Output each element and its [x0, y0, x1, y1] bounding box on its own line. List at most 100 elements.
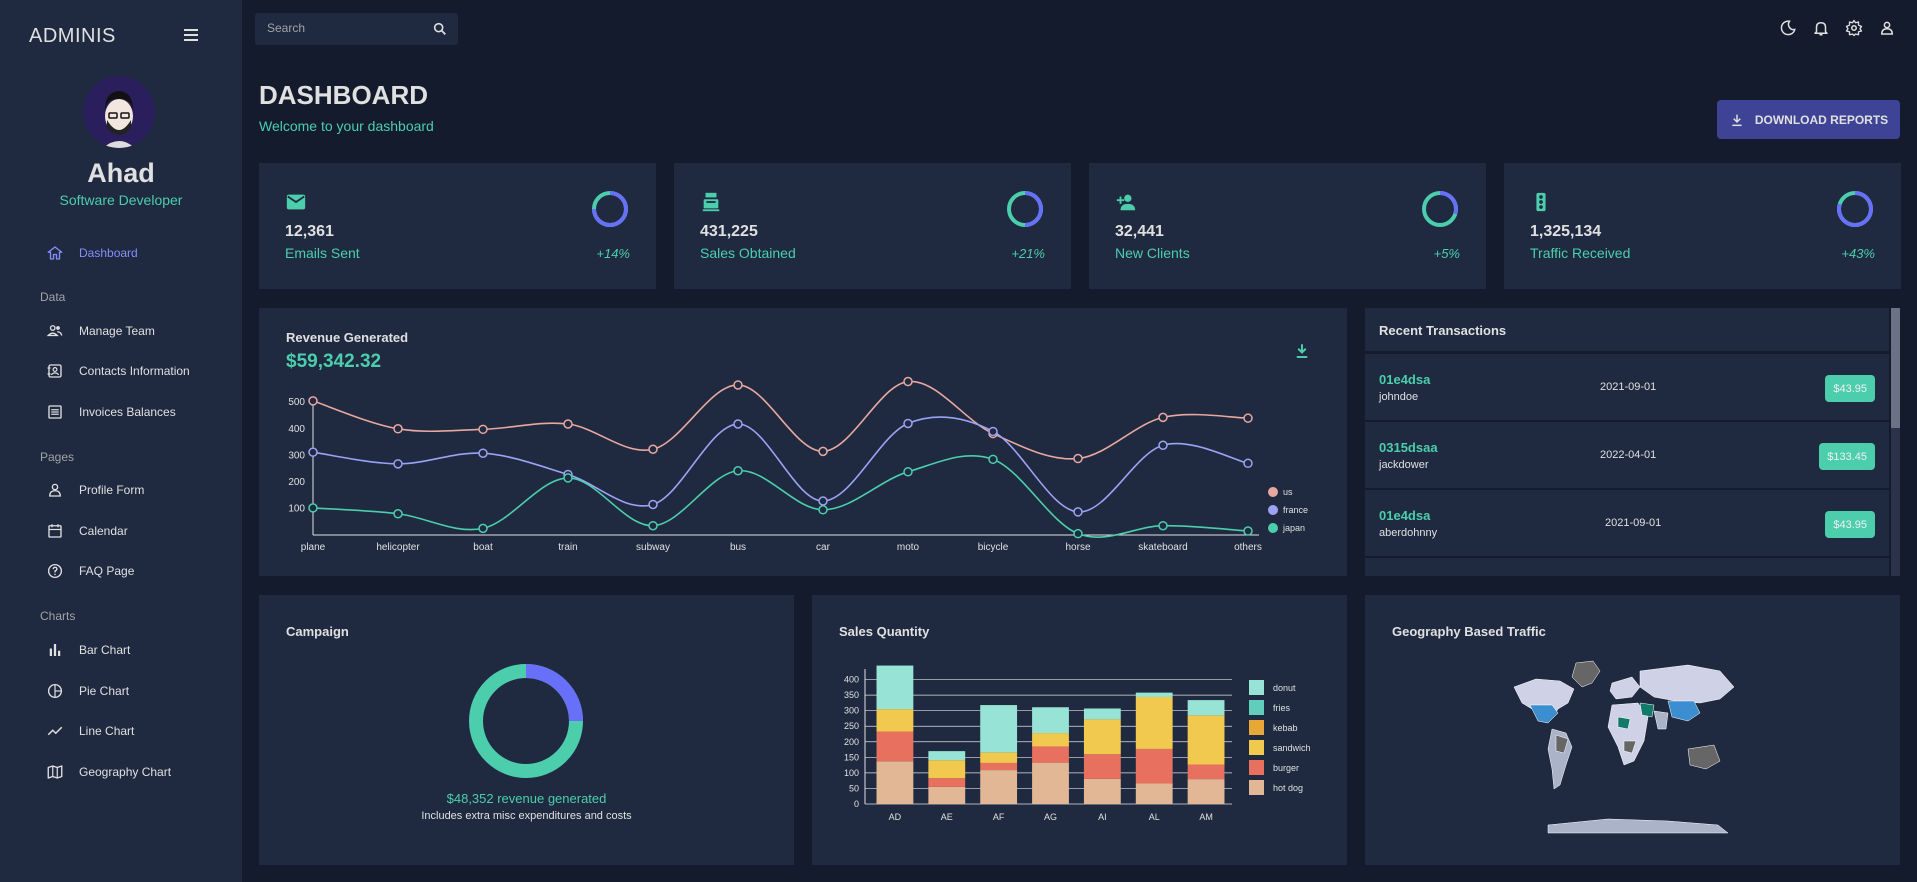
- search-icon[interactable]: [432, 21, 448, 37]
- data-point: [478, 424, 488, 435]
- x-tick-label: moto: [897, 542, 920, 553]
- download-reports-label: DOWNLOAD REPORTS: [1754, 112, 1889, 127]
- sidebar-item-label: FAQ Page: [79, 564, 135, 578]
- sidebar-item-dashboard[interactable]: Dashboard: [46, 241, 138, 265]
- campaign-title: Campaign: [286, 624, 349, 639]
- sidebar-item-line-chart[interactable]: Line Chart: [46, 719, 134, 743]
- bar-segment-hot-dog: [928, 786, 966, 804]
- data-point: [733, 465, 743, 476]
- bar-segment-sandwich: [1083, 719, 1121, 755]
- sidebar-item-bar-chart[interactable]: Bar Chart: [46, 638, 130, 662]
- search-input[interactable]: [267, 21, 417, 35]
- x-tick-label: AE: [941, 812, 953, 822]
- stat-value: 1,325,134: [1530, 223, 1602, 240]
- map-region-southern-africa: [1623, 740, 1637, 754]
- sidebar-item-geography[interactable]: Geography Chart: [46, 760, 171, 784]
- contacts-icon: [47, 364, 62, 378]
- progress-ring: [1007, 191, 1043, 227]
- bar-segment-sandwich: [876, 709, 914, 732]
- x-tick-label: subway: [636, 542, 670, 553]
- sidebar-item-pie-chart[interactable]: Pie Chart: [46, 679, 129, 703]
- settings-icon[interactable]: [1845, 19, 1863, 37]
- progress-ring-fill: [1837, 191, 1873, 227]
- y-tick-label: 400: [844, 675, 859, 685]
- download-icon: [1732, 114, 1742, 126]
- bar-segment-sandwich: [1032, 733, 1069, 747]
- transaction-id: 01e4dsa: [1379, 372, 1431, 387]
- transaction-date: 2022-04-01: [1600, 449, 1657, 461]
- scrollbar-thumb[interactable]: [1891, 308, 1900, 428]
- data-point: [1158, 440, 1168, 451]
- map-region-greenland: [1571, 660, 1601, 688]
- sidebar-item-invoices[interactable]: Invoices Balances: [46, 400, 176, 424]
- x-tick-label: skateboard: [1138, 542, 1187, 553]
- data-point: [1158, 412, 1168, 423]
- series-line-us: [312, 380, 1249, 460]
- data-point: [563, 473, 573, 483]
- scrollbar[interactable]: [1891, 308, 1900, 576]
- sidebar-item-faq[interactable]: FAQ Page: [46, 559, 134, 583]
- data-point: [1158, 520, 1168, 531]
- y-tick-label: 300: [844, 706, 859, 716]
- sales-bar-chart: 0 50 100 150 200 250 300 350 400 AD AE AF AG AI AL AM do…: [844, 665, 1311, 822]
- bar-segment-hot-dog: [980, 770, 1018, 804]
- x-tick-label: plane: [301, 542, 326, 553]
- search-bar: [255, 13, 458, 45]
- x-tick-label: AF: [993, 812, 1005, 822]
- x-tick-label: train: [558, 542, 577, 553]
- x-tick-label: helicopter: [376, 542, 420, 553]
- y-tick-label: 100: [288, 503, 305, 514]
- legend-label: burger: [1273, 763, 1299, 773]
- download-reports-button[interactable]: DOWNLOAD REPORTS: [1717, 100, 1900, 139]
- download-icon[interactable]: [1293, 341, 1311, 361]
- sidebar-item-label: Pie Chart: [79, 684, 130, 698]
- pie-chart-icon: [47, 683, 63, 699]
- bar-segment-donut: [928, 751, 966, 761]
- sidebar: ADMINIS Ahad Software Developer Dashboar…: [0, 0, 242, 882]
- data-point: [308, 447, 318, 457]
- transactions-card: Recent Transactions 01e4dsa johndoe 2021…: [1365, 308, 1889, 576]
- y-tick-label: 400: [288, 424, 305, 435]
- y-tick-label: 500: [288, 397, 305, 408]
- data-point: [308, 396, 318, 406]
- dark-mode-icon[interactable]: [1779, 19, 1797, 37]
- sidebar-item-profile-form[interactable]: Profile Form: [46, 478, 144, 502]
- user-role: Software Developer: [59, 192, 183, 208]
- progress-ring-fill: [1024, 191, 1043, 227]
- stat-value: 32,441: [1115, 223, 1164, 240]
- bar-segment-burger: [980, 762, 1018, 771]
- profile-icon[interactable]: [1878, 19, 1896, 37]
- transaction-date: 2021-09-01: [1605, 517, 1662, 529]
- sidebar-item-label: Bar Chart: [79, 643, 131, 657]
- legend-label: kebab: [1273, 723, 1298, 733]
- legend-swatch: [1249, 700, 1264, 715]
- notifications-icon[interactable]: [1812, 19, 1830, 37]
- sidebar-item-manage-team[interactable]: Manage Team: [46, 319, 155, 343]
- transaction-user: johndoe: [1379, 391, 1419, 403]
- x-tick-label: AG: [1044, 812, 1057, 822]
- progress-ring-fill: [1439, 191, 1458, 215]
- table-row: 01e4dsa aberdohnny 2021-09-01 $43.95: [1365, 492, 1889, 558]
- stat-increase: +21%: [1011, 246, 1045, 261]
- transaction-date: 2021-09-01: [1600, 381, 1657, 393]
- home-icon: [47, 246, 63, 260]
- stat-value: 431,225: [700, 223, 758, 240]
- transaction-cost-badge: $43.95: [1825, 511, 1875, 538]
- data-point: [648, 520, 658, 531]
- sidebar-item-contacts[interactable]: Contacts Information: [46, 359, 190, 383]
- geography-title: Geography Based Traffic: [1392, 624, 1546, 639]
- bar-segment-sandwich: [1135, 696, 1173, 749]
- sidebar-item-calendar[interactable]: Calendar: [46, 519, 128, 543]
- data-point: [733, 380, 743, 390]
- transaction-user: jackdower: [1379, 459, 1429, 471]
- avatar: [83, 76, 155, 148]
- transactions-title: Recent Transactions: [1379, 323, 1507, 338]
- menu-icon[interactable]: [184, 28, 200, 42]
- bar-segment-donut: [1083, 708, 1121, 720]
- bar-segment-hot-dog: [1135, 783, 1173, 804]
- legend-marker: [1268, 487, 1278, 497]
- legend-label: donut: [1273, 683, 1296, 693]
- data-point: [393, 424, 403, 434]
- data-point: [1073, 528, 1083, 539]
- data-point: [818, 505, 828, 515]
